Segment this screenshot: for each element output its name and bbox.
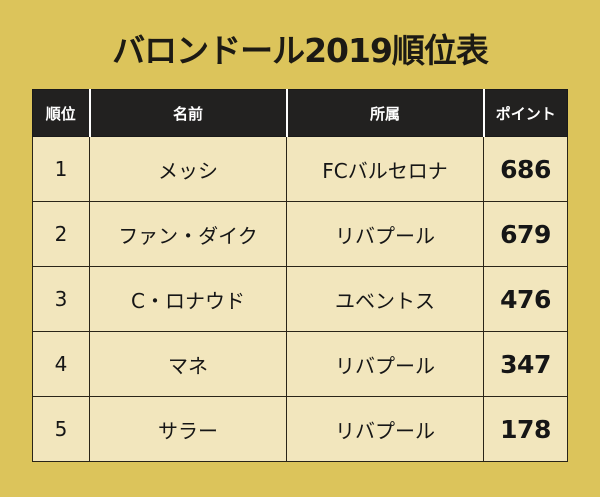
page-title: バロンドール2019順位表 <box>112 31 489 70</box>
rank-cell: 2 <box>32 201 90 267</box>
ranking-table: 順位 名前 所属 ポイント 1 メッシ FCバルセロナ 686 2 ファン・ダイ… <box>32 89 568 462</box>
club-cell: リバプール <box>286 201 484 267</box>
column-header-club: 所属 <box>285 89 484 137</box>
name-cell: ファン・ダイク <box>89 201 287 267</box>
club-cell: ユベントス <box>286 266 484 332</box>
points-cell: 347 <box>483 331 568 397</box>
points-cell: 178 <box>483 396 568 462</box>
table-row: 3 C・ロナウド ユベントス 476 <box>32 266 568 332</box>
column-header-rank: 順位 <box>32 89 90 137</box>
table-row: 5 サラー リバプール 178 <box>32 396 568 462</box>
name-cell: メッシ <box>89 136 287 202</box>
club-cell: リバプール <box>286 396 484 462</box>
column-header-points: ポイント <box>482 89 568 137</box>
table-header-row: 順位 名前 所属 ポイント <box>32 89 568 137</box>
name-cell: C・ロナウド <box>89 266 287 332</box>
table-row: 2 ファン・ダイク リバプール 679 <box>32 201 568 267</box>
points-cell: 476 <box>483 266 568 332</box>
table-row: 1 メッシ FCバルセロナ 686 <box>32 136 568 202</box>
column-header-name: 名前 <box>88 89 287 137</box>
club-cell: リバプール <box>286 331 484 397</box>
name-cell: マネ <box>89 331 287 397</box>
points-cell: 686 <box>483 136 568 202</box>
rank-cell: 3 <box>32 266 90 332</box>
name-cell: サラー <box>89 396 287 462</box>
points-cell: 679 <box>483 201 568 267</box>
rank-cell: 1 <box>32 136 90 202</box>
rank-cell: 4 <box>32 331 90 397</box>
club-cell: FCバルセロナ <box>286 136 484 202</box>
table-row: 4 マネ リバプール 347 <box>32 331 568 397</box>
rank-cell: 5 <box>32 396 90 462</box>
